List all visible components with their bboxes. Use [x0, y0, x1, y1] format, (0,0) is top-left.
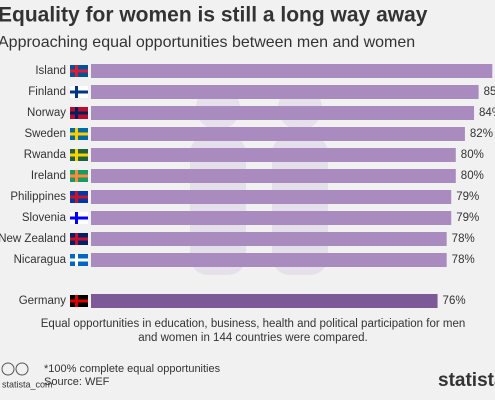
- flag-stripe: [70, 299, 88, 303]
- info-icon: [15, 362, 29, 376]
- value-label: 80%: [461, 170, 484, 182]
- category-label: Island: [35, 65, 66, 77]
- footnote: *100% complete equal opportunities: [44, 363, 221, 375]
- flag-stripe: [70, 174, 88, 178]
- bar: [91, 253, 447, 267]
- flag-stripe: [70, 153, 88, 157]
- category-label: New Zealand: [0, 233, 66, 245]
- flag-stripe: [75, 65, 78, 77]
- bar: [91, 232, 447, 246]
- chart-subtitle: Approaching equal opportunities between …: [0, 34, 415, 51]
- bar: [91, 148, 456, 162]
- flag-stripe: [75, 191, 78, 203]
- value-label: 80%: [461, 149, 484, 161]
- flag-stripe: [75, 170, 78, 182]
- source: Source: WEF: [44, 376, 110, 388]
- value-label: 79%: [456, 212, 479, 224]
- flag-stripe: [70, 237, 88, 241]
- category-label: Slovenia: [22, 212, 67, 224]
- bar: [91, 106, 475, 120]
- value-label: 76%: [443, 295, 466, 307]
- flag-stripe: [70, 132, 88, 136]
- flag-stripe: [75, 295, 78, 307]
- flag-stripe: [75, 212, 78, 224]
- category-label: Finland: [28, 86, 66, 98]
- value-label: 79%: [456, 191, 479, 203]
- flag-stripe: [70, 258, 88, 262]
- flag-stripe: [70, 195, 88, 199]
- bar: [91, 211, 452, 225]
- category-label: Ireland: [31, 170, 66, 182]
- value-label: 84%: [479, 107, 495, 119]
- category-label: Norway: [27, 107, 66, 119]
- handle: statista_com: [2, 379, 53, 389]
- flag-stripe: [70, 216, 88, 220]
- brand: statista: [438, 370, 495, 391]
- bar: [91, 64, 493, 78]
- flag-stripe: [70, 111, 88, 115]
- flag-stripe: [75, 254, 78, 266]
- bar: [91, 169, 456, 183]
- category-label: Rwanda: [24, 149, 67, 161]
- flag-stripe: [70, 69, 88, 73]
- value-label: 78%: [452, 254, 475, 266]
- category-label: Nicaragua: [14, 254, 67, 266]
- flag-stripe: [75, 233, 78, 245]
- flag-stripe: [75, 128, 78, 140]
- bar: [91, 190, 452, 204]
- bar: [91, 127, 465, 141]
- flag-stripe: [75, 107, 78, 119]
- flag-stripe: [75, 149, 78, 161]
- category-label: Germany: [19, 295, 67, 307]
- chart-title: Equality for women is still a long way a…: [0, 4, 428, 27]
- flag-stripe: [70, 90, 88, 94]
- category-label: Sweden: [24, 128, 66, 140]
- bar: [91, 85, 479, 99]
- cc-icon: [1, 362, 15, 376]
- bar: [91, 294, 438, 308]
- flag-stripe: [75, 86, 78, 98]
- value-label: 85%: [484, 86, 495, 98]
- category-label: Philippines: [10, 191, 66, 203]
- annotation: Equal opportunities in education, busine…: [41, 318, 466, 344]
- value-label: 82%: [470, 128, 493, 140]
- value-label: 78%: [452, 233, 475, 245]
